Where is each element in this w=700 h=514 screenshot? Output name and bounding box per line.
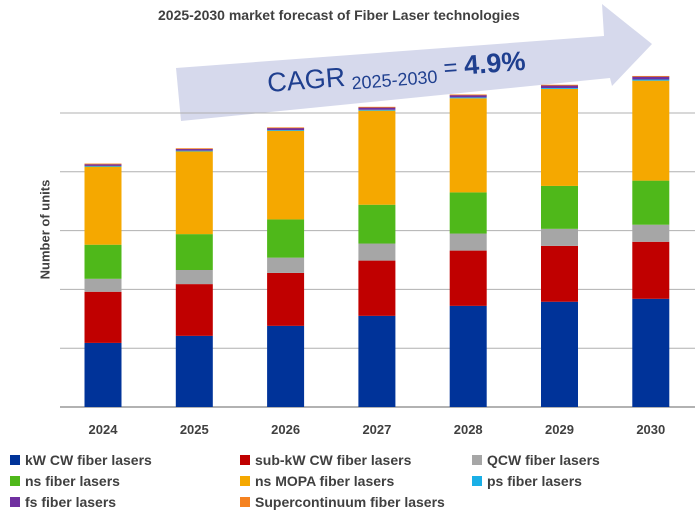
legend-label: kW CW fiber lasers bbox=[25, 452, 152, 468]
legend-swatch bbox=[10, 455, 20, 465]
x-tick-label: 2025 bbox=[180, 422, 209, 437]
bar-segment bbox=[358, 204, 396, 244]
bar-segment bbox=[84, 164, 122, 166]
bar-segment bbox=[541, 301, 578, 407]
legend-item: kW CW fiber lasers bbox=[10, 452, 152, 468]
legend-label: ns MOPA fiber lasers bbox=[255, 473, 395, 489]
y-axis-label: Number of units bbox=[37, 179, 53, 280]
bar-segment bbox=[449, 97, 487, 99]
bar-segment bbox=[449, 250, 487, 306]
bar-segment bbox=[175, 234, 213, 270]
bar-segment bbox=[175, 150, 213, 152]
bar-segment bbox=[358, 109, 396, 111]
x-tick-label: 2027 bbox=[362, 422, 391, 437]
bar-segment bbox=[358, 243, 396, 261]
bar-segment bbox=[267, 272, 305, 326]
bar-segment bbox=[632, 80, 670, 181]
legend-item: ns MOPA fiber lasers bbox=[240, 473, 394, 489]
legend-swatch bbox=[10, 497, 20, 507]
legend-item: sub-kW CW fiber lasers bbox=[240, 452, 411, 468]
bar-segment bbox=[84, 166, 122, 245]
bar-segment bbox=[84, 163, 122, 165]
bar-segment bbox=[449, 233, 487, 251]
bar-segment bbox=[632, 75, 670, 77]
legend-swatch bbox=[240, 497, 250, 507]
bar-segment bbox=[358, 110, 396, 205]
bar-segment bbox=[449, 95, 487, 98]
bar-segment bbox=[267, 127, 305, 129]
x-tick-label: 2029 bbox=[545, 422, 574, 437]
bar-segment bbox=[358, 107, 396, 110]
bar-segment bbox=[449, 192, 487, 234]
legend-item: QCW fiber lasers bbox=[472, 452, 600, 468]
bar-segment bbox=[541, 88, 578, 186]
bar-segment bbox=[175, 148, 213, 150]
bar-segment bbox=[541, 84, 578, 86]
bar-segment bbox=[175, 151, 213, 235]
legend-label: sub-kW CW fiber lasers bbox=[255, 452, 412, 468]
bar-segment bbox=[84, 244, 122, 279]
growth-arrow bbox=[176, 4, 652, 121]
bar-segment bbox=[358, 260, 396, 316]
legend-label: fs fiber lasers bbox=[25, 494, 117, 510]
legend-swatch bbox=[472, 476, 482, 486]
bar-segment bbox=[541, 88, 578, 89]
bar-segment bbox=[632, 241, 670, 299]
bar-segment bbox=[267, 257, 305, 273]
bar-segment bbox=[541, 185, 578, 229]
bar-segment bbox=[541, 85, 578, 89]
bar-segment bbox=[84, 342, 122, 407]
x-tick-label: 2026 bbox=[271, 422, 300, 437]
bar-segment bbox=[541, 228, 578, 246]
bar-segment bbox=[175, 284, 213, 336]
x-tick-label: 2030 bbox=[636, 422, 665, 437]
legend-item: ps fiber lasers bbox=[472, 473, 582, 489]
bar-segment bbox=[358, 315, 396, 407]
bar-segment bbox=[84, 278, 122, 292]
legend-swatch bbox=[240, 455, 250, 465]
legend-swatch bbox=[472, 455, 482, 465]
legend-label: ps fiber lasers bbox=[487, 473, 582, 489]
bar-segment bbox=[267, 130, 305, 220]
legend-item: ns fiber lasers bbox=[10, 473, 120, 489]
bar-segment bbox=[632, 224, 670, 242]
bar-segment bbox=[267, 130, 305, 131]
legend-item: fs fiber lasers bbox=[10, 494, 116, 510]
bar-segment bbox=[175, 148, 213, 151]
legend-label: Supercontinuum fiber lasers bbox=[255, 494, 445, 510]
bar-segment bbox=[541, 245, 578, 302]
bar-segment bbox=[267, 127, 305, 131]
bar-segment bbox=[632, 79, 670, 81]
bar-segment bbox=[632, 76, 670, 80]
legend-item: Supercontinuum fiber lasers bbox=[240, 494, 445, 510]
bar-segment bbox=[632, 298, 670, 407]
bar-segment bbox=[449, 305, 487, 407]
bar-segment bbox=[449, 94, 487, 96]
legend-swatch bbox=[10, 476, 20, 486]
bar-segment bbox=[267, 325, 305, 407]
bar-segment bbox=[84, 165, 122, 167]
bar-segment bbox=[84, 291, 122, 343]
x-tick-label: 2024 bbox=[89, 422, 119, 437]
legend-swatch bbox=[240, 476, 250, 486]
legend-label: ns fiber lasers bbox=[25, 473, 120, 489]
bar-segment bbox=[358, 106, 396, 108]
bar-segment bbox=[449, 98, 487, 193]
bar-segment bbox=[632, 180, 670, 225]
chart-title: 2025-2030 market forecast of Fiber Laser… bbox=[158, 7, 520, 23]
x-tick-label: 2028 bbox=[454, 422, 483, 437]
bar-segment bbox=[267, 219, 305, 258]
bar-segment bbox=[175, 269, 213, 285]
legend-label: QCW fiber lasers bbox=[487, 452, 600, 468]
bar-segment bbox=[175, 335, 213, 407]
